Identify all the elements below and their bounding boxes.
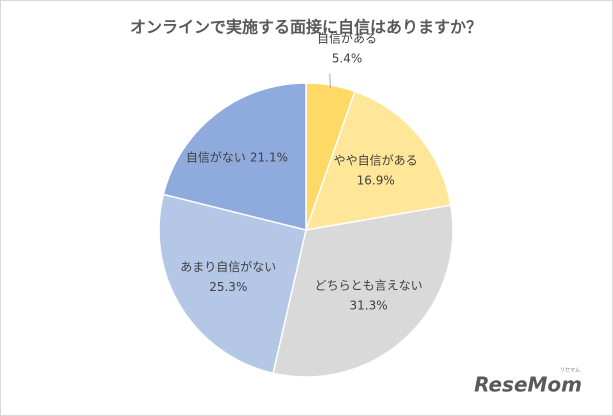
category-label: どちらとも言えない	[315, 279, 423, 293]
pie-slice	[304, 90, 452, 231]
leader-line	[329, 73, 331, 89]
pie-slice	[162, 82, 307, 231]
watermark-sub: リセマム	[560, 368, 580, 374]
pie-slice	[272, 204, 454, 378]
value-label: 25.3%	[209, 280, 247, 294]
chart-title: オンラインで実施する面接に自信はありますか？	[130, 18, 482, 37]
pie-slice	[158, 193, 307, 375]
category-label: あまり自信がない	[180, 259, 276, 274]
category-label: 自信がある	[317, 30, 377, 45]
value-label: 16.9%	[357, 174, 395, 188]
category-label: やや自信がある	[334, 153, 418, 168]
value-label: 21.1%	[250, 151, 288, 165]
value-label: 5.4%	[332, 51, 363, 65]
category-label: 自信がない	[186, 150, 246, 165]
watermark: ReseMom	[474, 373, 582, 397]
value-label: 31.3%	[350, 299, 388, 313]
